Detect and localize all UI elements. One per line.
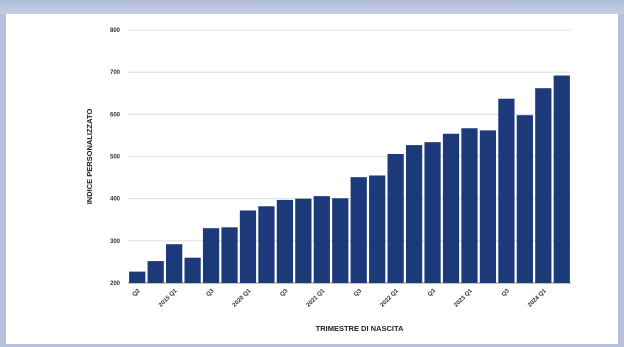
bar (202, 228, 220, 283)
x-tick-label: 2022 Q1 (380, 288, 401, 309)
bar (313, 196, 330, 283)
bar (516, 115, 533, 283)
y-tick-label: 200 (110, 281, 121, 287)
x-tick-labels: Q2 2015 Q1 Q3 2020 Q1 Q3 2021 Q1 Q3 2022 Q1 Q3 20… (132, 288, 548, 309)
x-axis-title: TRIMESTRE DI NASCITA (316, 324, 404, 333)
x-tick-label: Q3 (427, 288, 437, 298)
x-tick-label: 2021 Q1 (306, 288, 327, 309)
x-tick-label: Q3 (279, 288, 289, 298)
y-tick-label: 300 (110, 239, 121, 245)
bar (479, 130, 497, 283)
bar (332, 198, 349, 283)
bars (129, 75, 570, 284)
gridlines (128, 29, 571, 284)
bar (258, 206, 275, 283)
bar (239, 210, 257, 283)
bar (424, 142, 441, 283)
bar (295, 198, 312, 283)
x-tick-label: 2015 Q1 (158, 288, 179, 309)
bar (129, 271, 146, 283)
y-tick-label: 800 (110, 28, 121, 34)
y-tick-labels: 200 300 400 500 600 700 800 (110, 28, 121, 287)
bar (350, 177, 367, 283)
bar (184, 257, 201, 283)
window-top-bar (0, 0, 624, 14)
bar (387, 153, 404, 283)
bar (147, 261, 164, 283)
x-tick-label: 2023 Q1 (453, 288, 474, 309)
bar (498, 98, 515, 284)
y-tick-label: 400 (110, 197, 121, 203)
y-axis-title: INDICE PERSONALIZZATO (85, 109, 94, 205)
x-tick-label: Q3 (501, 288, 511, 298)
y-tick-label: 700 (110, 70, 121, 76)
x-tick-label: Q2 (132, 288, 142, 298)
bar (221, 227, 238, 283)
x-tick-label: 2020 Q1 (232, 288, 253, 309)
bar (276, 199, 294, 283)
x-tick-label: Q3 (353, 288, 363, 298)
bar (405, 145, 423, 283)
x-tick-label: Q3 (206, 288, 216, 298)
y-tick-label: 500 (110, 155, 121, 161)
bar (369, 175, 386, 283)
x-tick-label: 2024 Q1 (527, 288, 548, 309)
bar (166, 244, 183, 283)
bar (535, 88, 552, 283)
y-tick-label: 600 (110, 112, 121, 118)
bar (553, 75, 570, 283)
bar (461, 128, 478, 283)
bar (442, 133, 460, 283)
